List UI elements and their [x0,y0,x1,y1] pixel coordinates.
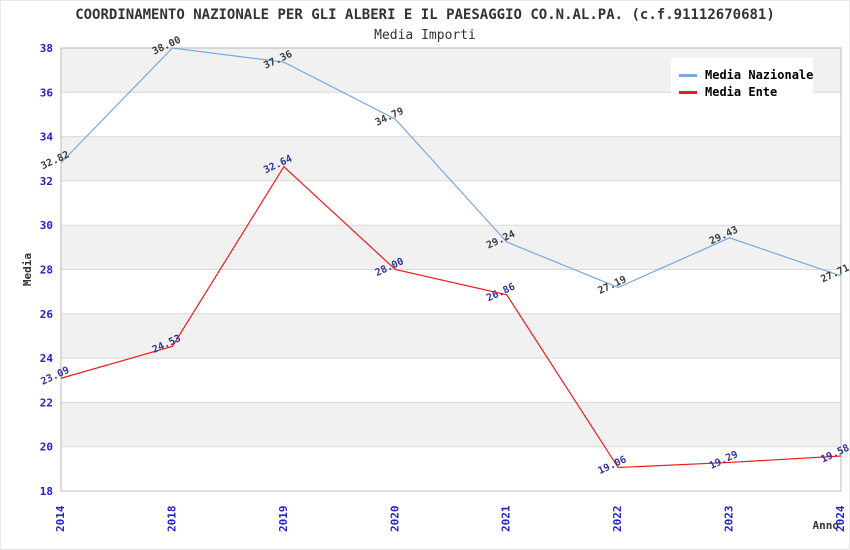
x-tick-label: 2014 [54,505,67,532]
y-tick-label: 18 [40,485,53,498]
chart-title: COORDINAMENTO NAZIONALE PER GLI ALBERI E… [75,7,775,23]
media-ente-line [60,165,842,469]
y-tick-label: 24 [40,352,54,365]
y-tick-label: 34 [40,131,54,144]
media-nazionale-line-swatch [679,73,697,77]
x-tick-label: 2021 [500,505,513,532]
media-ente-value-label: 26.86 [485,282,517,305]
chart-subtitle: Media Importi [374,28,476,43]
legend-label: Media Ente [705,85,778,99]
x-tick-label: 2018 [165,506,178,533]
media-ente-value-label: 19.29 [708,449,740,472]
background-band [61,402,841,447]
y-tick-label: 32 [40,175,53,188]
background-band [61,136,841,181]
y-tick-label: 36 [40,86,54,99]
media-ente-value-label: 23.09 [39,365,71,388]
x-tick-label: 2022 [611,506,624,533]
media-nazionale-line [60,47,842,289]
legend-item-media-nazionale: Media Nazionale [679,68,813,82]
background-band [61,313,841,359]
background-band [61,225,841,270]
x-tick-label: 2019 [277,506,290,533]
y-tick-label: 20 [40,441,53,454]
y-tick-label: 28 [40,264,53,277]
y-tick-label: 38 [40,42,53,55]
plot-border [60,47,842,492]
media-ente-line-swatch [679,90,697,94]
x-axis-title: Anno [813,519,840,532]
y-axis-title: Media [21,253,34,286]
y-tick-label: 30 [40,219,53,232]
media-nazionale-value-label: 27.19 [596,274,628,297]
x-tick-label: 2020 [388,506,401,533]
x-tick-label: 2023 [723,506,736,533]
legend-box: Media Nazionale Media Ente [671,58,813,109]
x-tick-label: 2024 [834,505,847,532]
legend-label: Media Nazionale [705,68,814,82]
legend-item-media-ente: Media Ente [679,85,805,99]
y-tick-label: 26 [40,308,54,321]
y-tick-label: 22 [40,396,53,409]
